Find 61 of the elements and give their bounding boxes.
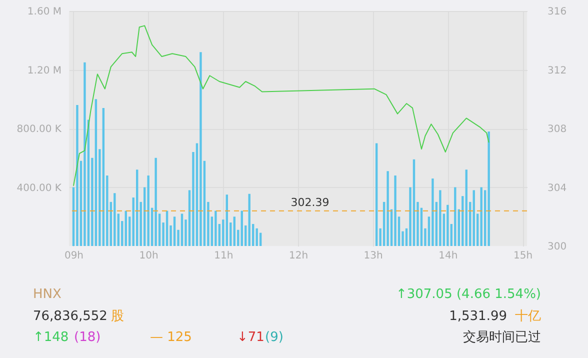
text: 交易时间已过 [463,329,541,345]
y2-tick-label: 312 [548,65,567,76]
bar [480,187,482,246]
bar [114,193,116,246]
x-tick-label: 13h [364,250,383,262]
text: ↓71 [237,330,264,345]
bar [240,210,243,246]
x-tick-label: 09h [64,250,84,262]
x-tick-label: 10h [139,250,158,262]
text: (9) [265,330,284,345]
bar [84,62,86,246]
bar [375,143,378,246]
bar [386,171,389,246]
bar [94,99,98,246]
bar [472,190,475,246]
text: 十亿 [515,309,541,324]
bar [102,108,105,246]
bar [76,105,78,246]
bar [446,204,449,246]
y2-tick-label: 308 [548,124,567,135]
bar [147,176,150,246]
y2-tick-label: 300 [548,242,567,252]
bar [432,178,434,246]
y2-tick-label: 304 [548,182,567,194]
text: ↑307.05 (4.66 1.54%) [396,287,541,302]
text: 1,531.99 [449,309,507,324]
x-tick-label: 11h [214,250,234,262]
y-tick-label: 1.60 M [27,6,62,18]
bar [488,131,490,246]
bar [259,232,262,246]
bar [214,210,217,246]
ref-line-label: 302.39 [290,196,330,209]
text: — 125 [150,330,192,345]
bar [180,214,184,246]
x-tick-label: 12h [288,250,308,262]
y-tick-label: 800.00 K [16,124,62,135]
y-tick-label: 400.00 K [16,182,62,194]
bar [248,194,250,246]
bar [166,210,168,246]
text: 股 [111,309,124,324]
bar [154,158,157,246]
line-series [72,25,490,186]
text: 76,836,552 [33,309,108,324]
bar [439,190,442,246]
y-tick-label: 1.20 M [27,65,62,76]
bar [465,170,468,246]
text: (18) [74,330,101,345]
bar [233,216,236,246]
x-tick-label: 15h [513,250,533,262]
x-tick-label: 14h [438,250,458,262]
bar [200,52,202,246]
bar [454,187,456,246]
bar [412,159,416,246]
bar [136,170,138,246]
text: ↑148 [33,330,69,345]
bar [256,228,258,246]
y2-tick-label: 316 [548,6,567,18]
bar [173,216,176,246]
text: HNX [33,287,62,302]
bar [124,210,127,246]
bar [394,176,396,246]
